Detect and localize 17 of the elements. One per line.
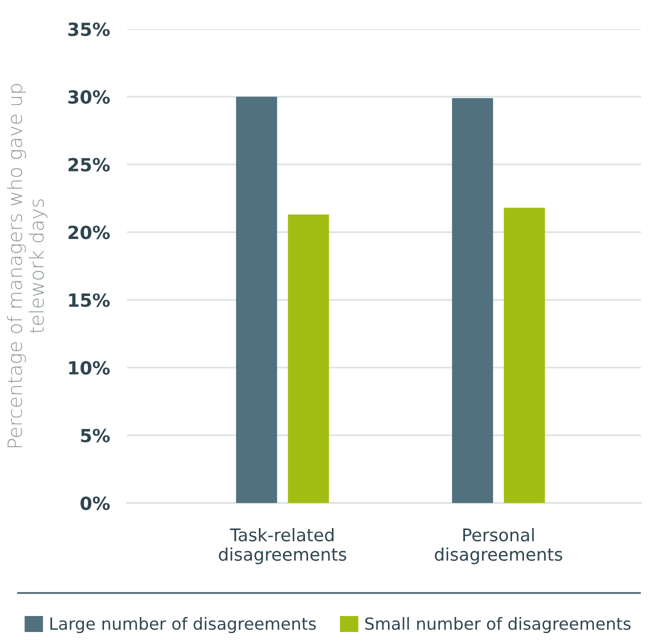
bar: [504, 208, 545, 503]
bar: [452, 98, 494, 503]
y-tick-label: 30%: [68, 90, 110, 104]
y-tick-label: 5%: [81, 428, 110, 442]
y-tick-label: 20%: [68, 226, 110, 240]
y-tick-label: 35%: [68, 22, 110, 36]
x-tick-label: Task-related disagreements: [218, 528, 346, 564]
bar: [236, 96, 278, 503]
x-tick-label: Personal disagreements: [434, 528, 562, 564]
y-tick-label: 10%: [69, 361, 110, 375]
legend-label: Large number of disagreements: [50, 617, 316, 634]
y-tick-label: 15%: [69, 293, 110, 307]
y-axis-title: Percentage of managers who gave up telework days: [7, 84, 48, 448]
legend-label: Small number of disagreements: [365, 617, 631, 634]
bar: [288, 214, 329, 503]
y-tick-label: 0%: [80, 496, 110, 510]
y-tick-label: 25%: [68, 158, 110, 172]
